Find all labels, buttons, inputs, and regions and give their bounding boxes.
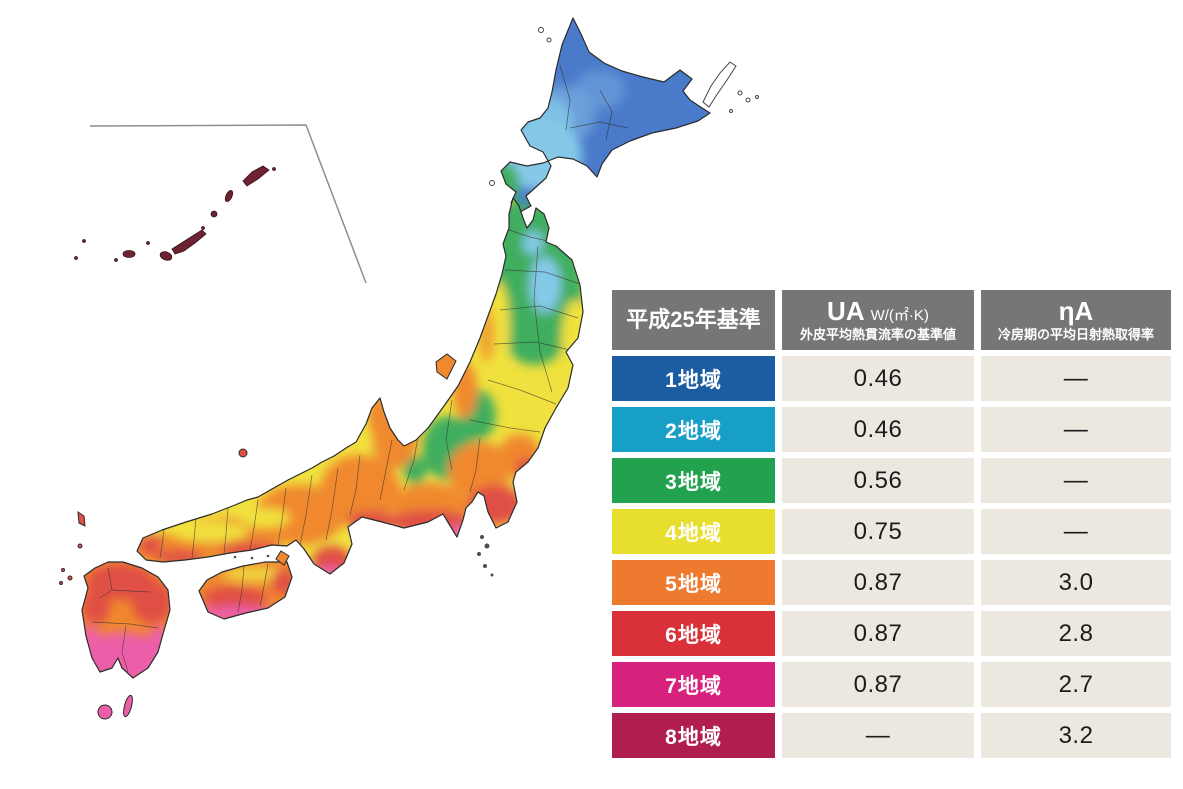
header-eta: ηA 冷房期の平均日射熱取得率 bbox=[981, 290, 1171, 350]
small-islands bbox=[59, 353, 457, 720]
header-standard: 平成25年基準 bbox=[612, 290, 775, 350]
climate-zone-table: 平成25年基準 UA W/(㎡·K) 外皮平均熱貫流率の基準値 ηA 冷房期の平… bbox=[612, 290, 1171, 758]
zone-4-label: 4地域 bbox=[612, 509, 775, 554]
prefecture-borders bbox=[159, 229, 581, 559]
header-standard-label: 平成25年基準 bbox=[626, 307, 761, 333]
zone-1-eta-value: — bbox=[981, 356, 1171, 401]
zone-4-eta-value: — bbox=[981, 509, 1171, 554]
zone-1-ua-value: 0.46 bbox=[782, 356, 974, 401]
okinawa-islands bbox=[74, 165, 276, 262]
zone-3-ua-value: 0.56 bbox=[782, 458, 974, 503]
zone-1-label: 1地域 bbox=[612, 356, 775, 401]
zone-8-eta-value: 3.2 bbox=[981, 713, 1171, 758]
zone-2-eta-value: — bbox=[981, 407, 1171, 452]
inset-divider-line bbox=[89, 124, 367, 284]
header-ua-label: UA bbox=[827, 295, 865, 326]
hokkaido-region bbox=[500, 17, 711, 213]
zone-5-eta-value: 3.0 bbox=[981, 560, 1171, 605]
zone-8-label: 8地域 bbox=[612, 713, 775, 758]
header-eta-label: ηA bbox=[1058, 295, 1094, 326]
header-ua: UA W/(㎡·K) 外皮平均熱貫流率の基準値 bbox=[782, 290, 974, 350]
header-ua-subtitle: 外皮平均熱貫流率の基準値 bbox=[799, 327, 956, 343]
kyushu-region bbox=[81, 561, 171, 679]
zone-3-label: 3地域 bbox=[612, 458, 775, 503]
izu-islands bbox=[233, 535, 494, 577]
shikoku-region bbox=[198, 561, 293, 620]
zone-6-eta-value: 2.8 bbox=[981, 611, 1171, 656]
zone-4-ua-value: 0.75 bbox=[782, 509, 974, 554]
northern-territories-outline bbox=[489, 27, 759, 186]
zone-2-ua-value: 0.46 bbox=[782, 407, 974, 452]
header-ua-unit: W/(㎡·K) bbox=[870, 306, 929, 324]
zone-7-label: 7地域 bbox=[612, 662, 775, 707]
zone-6-ua-value: 0.87 bbox=[782, 611, 974, 656]
zone-5-label: 5地域 bbox=[612, 560, 775, 605]
honshu-region bbox=[136, 197, 584, 575]
zone-2-label: 2地域 bbox=[612, 407, 775, 452]
zone-8-ua-value: — bbox=[782, 713, 974, 758]
zone-7-eta-value: 2.7 bbox=[981, 662, 1171, 707]
header-eta-subtitle: 冷房期の平均日射熱取得率 bbox=[997, 327, 1154, 343]
zone-3-eta-value: — bbox=[981, 458, 1171, 503]
zone-5-ua-value: 0.87 bbox=[782, 560, 974, 605]
zone-6-label: 6地域 bbox=[612, 611, 775, 656]
zone-7-ua-value: 0.87 bbox=[782, 662, 974, 707]
